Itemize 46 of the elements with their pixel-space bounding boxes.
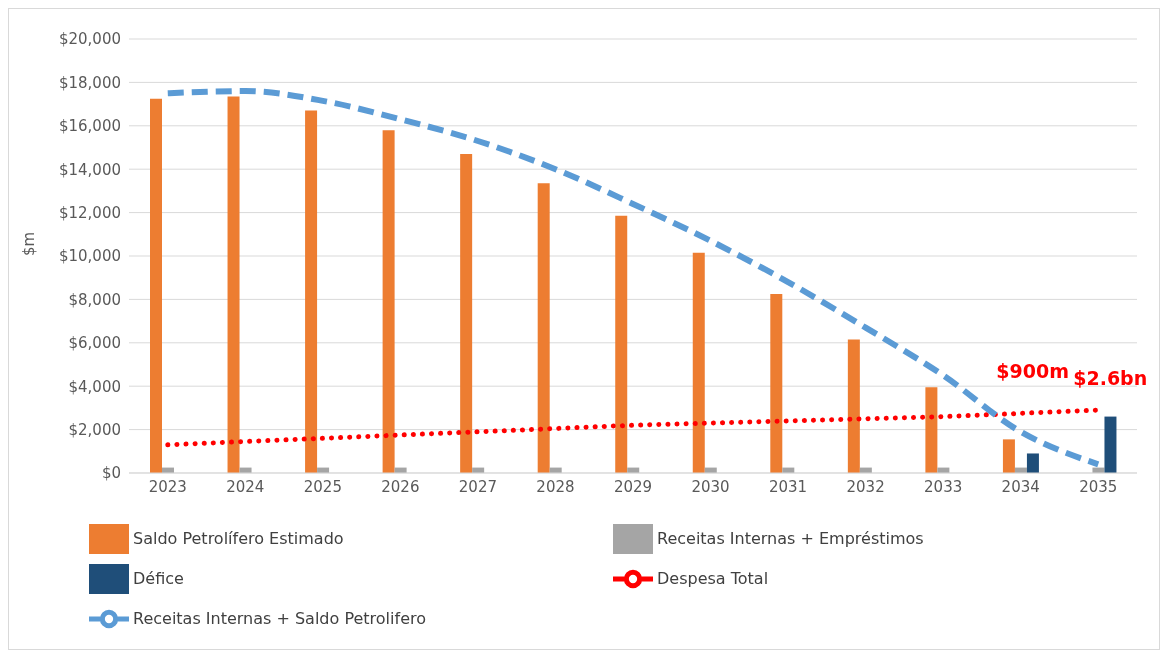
- y-axis-title: $m: [20, 231, 39, 256]
- x-tick-label: 2029: [613, 477, 653, 496]
- bar: [460, 154, 473, 473]
- x-tick-label: 2031: [768, 477, 808, 496]
- x-tick-label: 2032: [846, 477, 885, 496]
- legend-label: Despesa Total: [657, 568, 770, 588]
- y-tick-label: $18,000: [58, 73, 121, 92]
- bar: [770, 293, 783, 473]
- legend-label: Défice: [133, 568, 185, 588]
- bar: [1002, 439, 1015, 473]
- y-tick-label: $12,000: [58, 203, 121, 222]
- annotation: $2.6bn: [1073, 366, 1148, 389]
- y-tick-label: $0: [101, 464, 121, 483]
- x-tick-label: 2026: [381, 477, 420, 496]
- bar: [925, 387, 938, 473]
- y-tick-label: $10,000: [58, 247, 121, 266]
- y-tick-label: $14,000: [58, 160, 121, 179]
- x-tick-label: 2030: [691, 477, 730, 496]
- bar: [847, 339, 860, 473]
- bar: [227, 96, 240, 473]
- legend-label: Receitas Internas + Empréstimos: [657, 528, 925, 548]
- bar: [150, 98, 162, 473]
- legend-label: Receitas Internas + Saldo Petrolifero: [133, 608, 427, 628]
- x-tick-label: 2025: [303, 477, 342, 496]
- legend-label: Saldo Petrolífero Estimado: [133, 528, 345, 548]
- y-tick-label: $8,000: [68, 290, 121, 309]
- bar: [692, 252, 705, 473]
- x-tick-label: 2034: [1001, 477, 1040, 496]
- y-tick-label: $20,000: [58, 30, 121, 49]
- bar: [382, 130, 395, 473]
- x-tick-label: 2027: [458, 477, 498, 496]
- x-tick-label: 2033: [924, 477, 963, 496]
- bar: [1026, 453, 1039, 473]
- bar: [537, 183, 550, 473]
- x-tick-label: 2024: [226, 477, 265, 496]
- x-tick-label: 2035: [1079, 477, 1118, 496]
- bar: [305, 110, 318, 473]
- y-tick-label: $16,000: [58, 117, 121, 136]
- bar: [615, 215, 628, 473]
- x-tick-label: 2028: [536, 477, 575, 496]
- bar: [1104, 416, 1117, 473]
- y-tick-label: $4,000: [68, 377, 121, 396]
- y-tick-label: $6,000: [68, 334, 121, 353]
- annotation: $900m: [996, 360, 1070, 383]
- x-tick-label: 2023: [148, 477, 187, 496]
- y-tick-label: $2,000: [68, 420, 121, 439]
